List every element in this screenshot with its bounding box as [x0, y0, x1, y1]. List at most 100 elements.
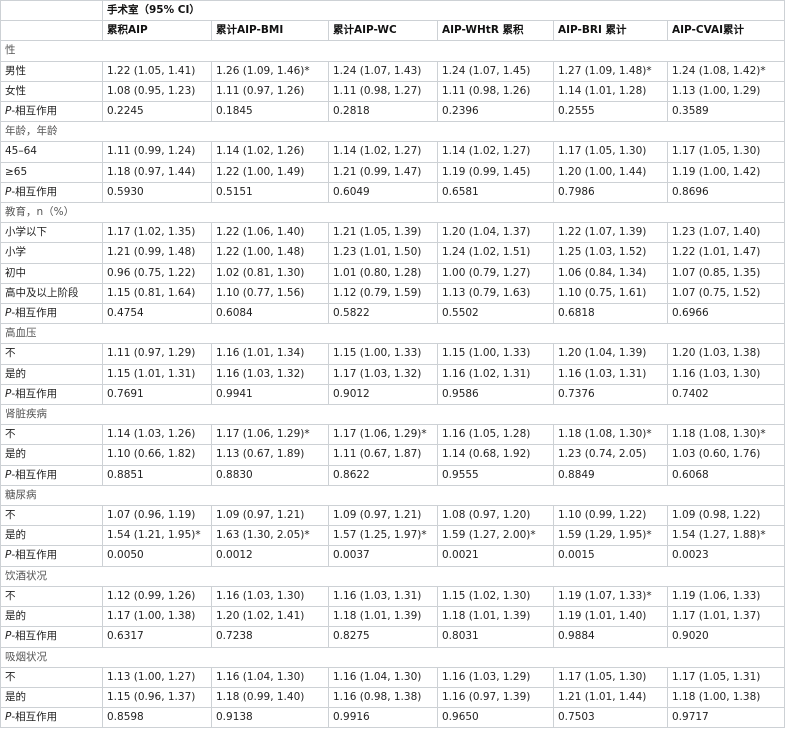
- value-cell: 1.14 (1.03, 1.26): [102, 424, 212, 446]
- value-cell: 1.11 (0.97, 1.29): [102, 343, 212, 365]
- value-cell: 1.06 (0.84, 1.34): [553, 262, 668, 284]
- p-value-cell: 0.9586: [437, 383, 554, 406]
- table-row: 高中及以上阶段 1.15 (0.81, 1.64) 1.10 (0.77, 1.56…: [0, 282, 785, 305]
- value-cell: 1.16 (1.05, 1.28): [437, 424, 554, 446]
- value-cell: 1.21 (0.99, 1.48): [102, 242, 212, 264]
- p-value-cell: 0.9020: [667, 626, 785, 648]
- p-value-cell: 0.4754: [102, 303, 212, 325]
- table-row: 45–64 1.11 (0.99, 1.24) 1.14 (1.02, 1.26) 1…: [0, 141, 785, 163]
- value-cell: 1.17 (1.01, 1.37): [667, 606, 785, 628]
- row-label: 是的: [0, 444, 103, 466]
- row-label: 是的: [0, 606, 103, 628]
- value-cell: 1.16 (1.03, 1.32): [211, 363, 329, 385]
- value-cell: 1.14 (1.01, 1.28): [553, 80, 668, 103]
- value-cell: 1.18 (0.99, 1.40): [211, 686, 329, 709]
- p-value-cell: 0.8830: [211, 464, 329, 486]
- p-label-prefix: P: [5, 711, 12, 724]
- p-value-cell: 0.7986: [553, 181, 668, 204]
- value-cell: 1.15 (0.96, 1.37): [102, 686, 212, 709]
- p-value-cell: 0.8622: [328, 464, 438, 486]
- table-header: 手术室（95% CI） 累积AIP 累计AIP-BMI 累计AIP-WC AIP…: [0, 0, 785, 42]
- p-value-cell: 0.1845: [211, 101, 329, 123]
- row-label: 不: [0, 424, 103, 446]
- value-cell: 1.10 (0.99, 1.22): [553, 505, 668, 527]
- row-label: 是的: [0, 363, 103, 385]
- value-cell: 1.18 (1.01, 1.39): [437, 606, 554, 628]
- value-cell: 1.21 (0.99, 1.47): [328, 161, 438, 183]
- section-header-row: 高血压: [0, 323, 785, 345]
- value-cell: 1.22 (1.06, 1.40): [211, 222, 329, 244]
- row-label: 不: [0, 505, 103, 527]
- row-label: ≥65: [0, 161, 103, 183]
- value-cell: 1.24 (1.02, 1.51): [437, 242, 554, 264]
- p-value-cell: 0.6317: [102, 626, 212, 648]
- p-value-cell: 0.5151: [211, 181, 329, 204]
- p-label-suffix: -相互作用: [11, 185, 58, 198]
- p-label-prefix: P: [5, 105, 12, 118]
- table-row: 小学 1.21 (0.99, 1.48) 1.22 (1.00, 1.48) 1.23…: [0, 242, 785, 264]
- value-cell: 1.10 (0.77, 1.56): [211, 282, 329, 305]
- value-cell: 1.14 (0.68, 1.92): [437, 444, 554, 466]
- value-cell: 1.17 (1.03, 1.32): [328, 363, 438, 385]
- p-value-cell: 0.2245: [102, 101, 212, 123]
- value-cell: 1.14 (1.02, 1.27): [437, 141, 554, 163]
- value-cell: 1.16 (0.98, 1.38): [328, 686, 438, 709]
- value-cell: 1.12 (0.99, 1.26): [102, 585, 212, 608]
- value-cell: 1.15 (1.02, 1.30): [437, 585, 554, 608]
- value-cell: 1.17 (1.02, 1.35): [102, 222, 212, 244]
- value-cell: 1.14 (1.02, 1.26): [211, 141, 329, 163]
- p-value-cell: 0.9717: [667, 707, 785, 729]
- table-body: 性男性 1.22 (1.05, 1.41) 1.26 (1.09, 1.46)* 1.…: [0, 40, 785, 729]
- p-value-cell: 0.7503: [553, 707, 668, 729]
- column-header: AIP-CVAI累计: [667, 20, 785, 42]
- row-label: 男性: [0, 60, 103, 82]
- p-value-cell: 0.8275: [328, 626, 438, 648]
- value-cell: 1.21 (1.01, 1.44): [553, 686, 668, 709]
- value-cell: 1.11 (0.98, 1.27): [328, 80, 438, 103]
- p-value-cell: 0.2555: [553, 101, 668, 123]
- value-cell: 0.96 (0.75, 1.22): [102, 262, 212, 284]
- table-row: 不 1.11 (0.97, 1.29) 1.16 (1.01, 1.34) 1.15 …: [0, 343, 785, 365]
- value-cell: 1.22 (1.00, 1.48): [211, 242, 329, 264]
- p-value-cell: 0.6966: [667, 303, 785, 325]
- table-row: 是的 1.15 (1.01, 1.31) 1.16 (1.03, 1.32) 1.17…: [0, 363, 785, 385]
- value-cell: 1.23 (0.74, 2.05): [553, 444, 668, 466]
- row-label: 小学: [0, 242, 103, 264]
- value-cell: 1.10 (0.66, 1.82): [102, 444, 212, 466]
- section-header-row: 吸烟状况: [0, 646, 785, 668]
- p-value-cell: 0.6581: [437, 181, 554, 204]
- value-cell: 1.20 (1.00, 1.44): [553, 161, 668, 183]
- value-cell: 1.22 (1.00, 1.49): [211, 161, 329, 183]
- p-value-cell: 0.8031: [437, 626, 554, 648]
- value-cell: 1.16 (1.03, 1.31): [553, 363, 668, 385]
- p-value-cell: 0.5502: [437, 303, 554, 325]
- value-cell: 1.20 (1.04, 1.37): [437, 222, 554, 244]
- p-value-cell: 0.9916: [328, 707, 438, 729]
- table-row: 不 1.13 (1.00, 1.27) 1.16 (1.04, 1.30) 1.16 …: [0, 666, 785, 688]
- p-label-prefix: P: [5, 387, 12, 400]
- value-cell: 1.08 (0.97, 1.20): [437, 505, 554, 527]
- column-header: 累计AIP-BMI: [211, 20, 329, 42]
- section-title: 糖尿病: [0, 484, 785, 507]
- section-title: 性: [0, 40, 785, 62]
- p-value-cell: 0.7376: [553, 383, 668, 406]
- value-cell: 1.16 (1.01, 1.34): [211, 343, 329, 365]
- row-label: 是的: [0, 686, 103, 709]
- section-title: 年龄，年龄: [0, 121, 785, 143]
- section-title: 吸烟状况: [0, 646, 785, 668]
- p-interaction-label: P-相互作用: [0, 303, 103, 325]
- p-value-cell: 0.7402: [667, 383, 785, 406]
- value-cell: 1.17 (1.05, 1.30): [553, 666, 668, 688]
- table-row: 小学以下 1.17 (1.02, 1.35) 1.22 (1.06, 1.40) 1.…: [0, 222, 785, 244]
- column-header: AIP-BRI 累计: [553, 20, 668, 42]
- section-header-row: 年龄，年龄: [0, 121, 785, 143]
- p-interaction-row: P-相互作用 0.6317 0.7238 0.8275 0.8031 0.9884 0.90…: [0, 626, 785, 648]
- value-cell: 1.11 (0.99, 1.24): [102, 141, 212, 163]
- value-cell: 1.16 (1.04, 1.30): [328, 666, 438, 688]
- p-label-suffix: -相互作用: [11, 630, 58, 643]
- p-value-cell: 0.6068: [667, 464, 785, 486]
- value-cell: 1.24 (1.07, 1.45): [437, 60, 554, 82]
- value-cell: 1.18 (1.08, 1.30)*: [553, 424, 668, 446]
- value-cell: 1.15 (1.00, 1.33): [437, 343, 554, 365]
